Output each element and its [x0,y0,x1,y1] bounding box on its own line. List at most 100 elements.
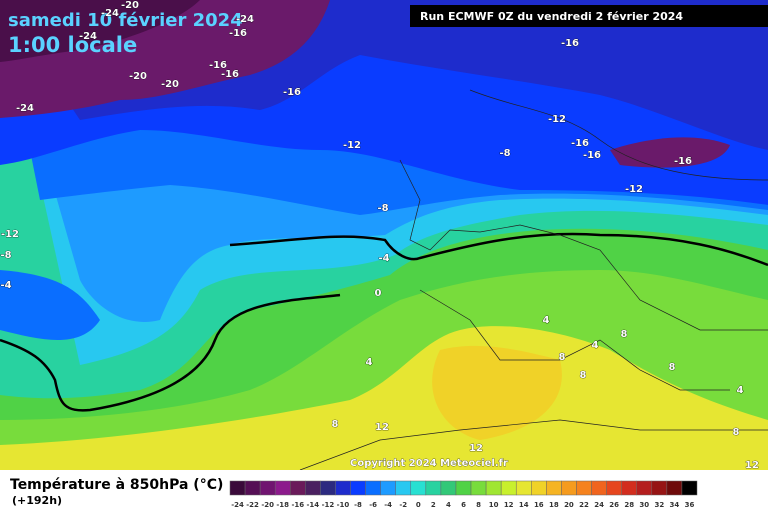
copyright: Copyright 2024 Meteociel.fr [350,458,508,469]
run-box [410,5,768,27]
colorbar-label: -8 [354,501,362,509]
colorbar-swatch [425,480,442,496]
contour-label: 0 [375,288,382,299]
legend-lead: (+192h) [12,494,62,507]
colorbar-label: -4 [384,501,392,509]
colorbar-label: 30 [639,501,649,509]
contour-label: 12 [469,443,483,454]
colorbar-label: -2 [399,501,407,509]
contour-label: 4 [737,385,744,396]
colorbar-label: 28 [624,501,634,509]
time-text: 1:00 locale [8,33,137,57]
colorbar-swatch [440,480,457,496]
contour-label: -20 [161,79,179,90]
field-darkpurple [0,0,200,62]
colorbar-label: 26 [609,501,619,509]
colorbar-swatch [455,480,472,496]
colorbar-label: -12 [322,501,335,509]
contour-label: -8 [0,250,11,261]
legend-title: Température à 850hPa (°C) [10,477,223,493]
contour-label: -20 [121,0,139,11]
contour-label: 8 [621,329,628,340]
field-orange [432,345,562,440]
colorbar-swatch [561,480,577,496]
date-text: samedi 10 février 2024 [8,10,243,31]
colorbar-label: 18 [549,501,559,509]
contour-label: -16 [583,150,601,161]
colorbar-swatch [636,480,653,496]
colorbar-label: 14 [519,501,529,509]
colorbar-label: -20 [261,501,274,509]
colorbar-swatch [305,480,321,496]
contour-label: -16 [229,28,247,39]
contour-label: -8 [499,148,510,159]
contour-label: -16 [283,87,301,98]
colorbar-label: 32 [654,501,664,509]
colorbar-label: 12 [504,501,514,509]
contour-label: 12 [375,422,389,433]
colorbar-label: 24 [594,501,604,509]
contour-label: -4 [378,253,389,264]
contour-label: 4 [592,340,599,351]
contour-label: -20 [129,71,147,82]
contour-label: -24 [101,8,119,19]
colorbar-swatch [681,480,698,496]
colorbar-label: 4 [446,501,451,509]
contour-label: -24 [16,103,34,114]
colorbar-swatch [244,480,261,496]
colorbar-label: -10 [337,501,350,509]
colorbar-label: -16 [291,501,304,509]
contour-label: -8 [377,203,388,214]
colorbar-label: -14 [307,501,320,509]
contour-label: -12 [625,184,643,195]
field-blue-west [0,270,100,340]
colorbar-swatch [274,480,291,496]
colorbar-swatch [485,480,502,496]
colorbar-swatch [546,480,562,496]
colorbar-swatch [515,480,532,496]
coastlines [299,89,768,471]
colorbar-label: 6 [461,501,466,509]
colorbar-label: -18 [276,501,289,509]
colorbar-swatch [666,480,683,496]
contour-label: -16 [571,138,589,149]
colorbar-swatch [591,480,607,496]
map-fields [0,0,768,471]
colorbar-label: -22 [246,501,259,509]
colorbar-swatch [500,480,517,496]
contour-label: 8 [332,419,339,430]
contour-label: -12 [1,229,19,240]
colorbar-swatch [621,480,637,496]
run-text: Run ECMWF 0Z du vendredi 2 février 2024 [420,10,683,23]
colorbar-label: 36 [685,501,695,509]
colorbar-swatch [365,480,381,496]
colorbar-label: 0 [416,501,421,509]
colorbar-swatch [259,480,276,496]
contour-label: 8 [580,370,587,381]
contour-label: 4 [543,315,550,326]
contour-label: -16 [209,60,227,71]
field-purple-east [610,137,730,168]
colorbar-swatch [350,480,366,496]
colorbar-swatch [576,480,592,496]
contour-label: -16 [221,69,239,80]
colorbar-label: 16 [534,501,544,509]
colorbar-label: -24 [231,501,244,509]
contour-label: -12 [548,114,566,125]
colorbar-swatch [380,480,396,496]
colorbar-label: -6 [369,501,377,509]
contour-label: -24 [236,14,254,25]
colorbar-swatch [290,480,306,496]
contour-label: 8 [733,427,740,438]
contour-label: -16 [561,38,579,49]
contour-label: 4 [366,357,373,368]
colorbar-swatch [606,480,622,496]
zero-isotherm [0,232,768,412]
colorbar-swatch [651,480,668,496]
contour-label: -16 [674,156,692,167]
colorbar-swatch [229,480,246,496]
contour-label: -4 [0,280,11,291]
colorbar-label: 10 [489,501,499,509]
